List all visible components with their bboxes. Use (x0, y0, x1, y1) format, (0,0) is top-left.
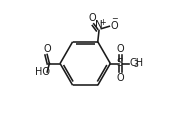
Text: O: O (88, 13, 96, 22)
Text: CH: CH (130, 58, 144, 68)
Text: O: O (117, 44, 124, 54)
Text: O: O (117, 73, 124, 83)
Text: O: O (111, 21, 118, 31)
Text: HO: HO (35, 67, 50, 77)
Text: +: + (99, 18, 105, 27)
Text: −: − (111, 14, 118, 23)
Text: 3: 3 (134, 60, 139, 69)
Text: N: N (95, 20, 103, 30)
Text: O: O (43, 44, 51, 54)
Text: S: S (117, 59, 124, 68)
